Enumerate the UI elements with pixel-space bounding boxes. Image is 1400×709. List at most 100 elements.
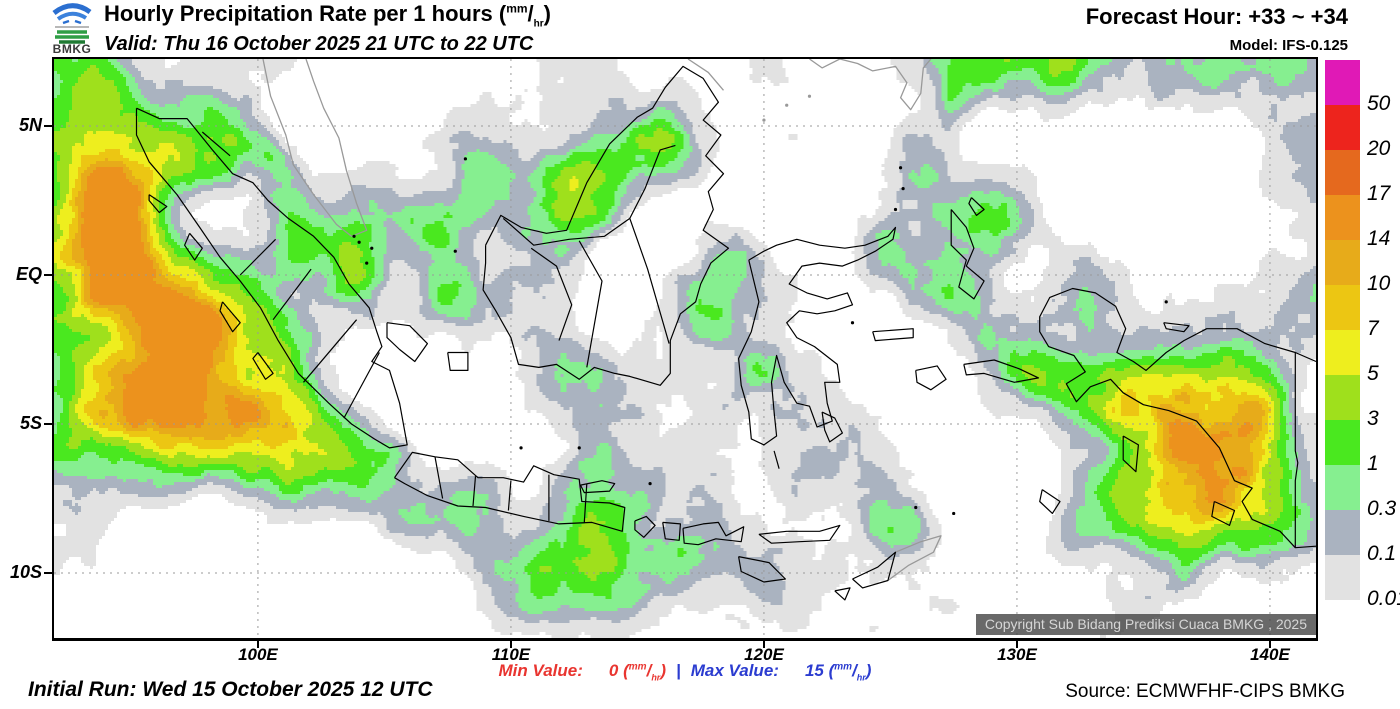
colorbar-label: 20 <box>1367 137 1391 160</box>
coastline <box>773 450 780 469</box>
coastline <box>1122 435 1140 473</box>
lon-label: 100E <box>238 645 278 664</box>
coastline <box>578 240 603 368</box>
minmax-separator: | <box>675 661 681 680</box>
lon-tick <box>762 640 765 648</box>
colorbar-swatch <box>1325 240 1360 285</box>
lat-label: 5N <box>18 115 42 136</box>
small-island <box>785 103 789 107</box>
small-island <box>952 511 956 516</box>
colorbar-swatch <box>1325 105 1360 150</box>
coastline <box>662 521 682 541</box>
small-island <box>1164 300 1168 304</box>
small-island <box>914 505 918 510</box>
header-titles: Hourly Precipitation Rate per 1 hours (m… <box>104 1 551 56</box>
colorbar-swatch <box>1325 555 1360 600</box>
coastline <box>629 218 670 344</box>
colorbar-swatch <box>1325 420 1360 465</box>
colorbar-label: 0.1 <box>1367 542 1397 565</box>
coastline <box>252 352 274 380</box>
coastline <box>184 232 203 261</box>
coastline <box>583 483 588 523</box>
max-value: 15 (mm/hr) <box>804 661 872 683</box>
lon-label: 120E <box>744 645 784 664</box>
colorbar-swatch <box>1325 330 1360 375</box>
small-island <box>901 187 905 191</box>
lat-tick <box>44 423 52 426</box>
coastlines-overlay <box>54 59 1316 638</box>
coastline <box>809 59 932 111</box>
small-island <box>365 261 369 265</box>
bmkg-logo: BMKG <box>44 1 100 57</box>
copyright-badge: Copyright Sub Bidang Prediksi Cuaca BMKG… <box>975 614 1316 635</box>
minmax-line: Min Value: 0 (mm/hr) | Max Value: 15 (mm/hr) <box>15 661 1355 682</box>
coastline <box>834 587 851 601</box>
colorbar-label: 50 <box>1367 92 1391 115</box>
title-unit-denominator: hr <box>533 18 544 30</box>
model-label: Model: IFS-0.125 <box>1229 37 1348 54</box>
coastline <box>1039 489 1061 514</box>
title-unit-numerator: mm <box>506 1 528 16</box>
lon-label: 130E <box>997 645 1037 664</box>
lon-label: 110E <box>491 645 531 664</box>
colorbar-label: 14 <box>1367 227 1391 250</box>
colorbar-swatch <box>1325 285 1360 330</box>
coastline <box>262 59 368 237</box>
coastline <box>272 268 312 321</box>
coastline <box>502 144 676 246</box>
lat-tick <box>44 274 52 277</box>
coastline <box>963 359 1040 383</box>
colorbar-label: 10 <box>1367 272 1391 295</box>
coastline <box>687 59 724 91</box>
lat-tick <box>44 125 52 128</box>
lon-label: 140E <box>1250 645 1290 664</box>
coastline <box>1211 500 1236 526</box>
small-island <box>762 118 766 122</box>
lat-label: EQ <box>15 264 42 285</box>
small-island <box>893 207 898 212</box>
forecast-hour: Forecast Hour: +33 ~ +34 <box>1085 4 1348 29</box>
colorbar-swatch <box>1325 60 1360 105</box>
coastline <box>634 515 656 538</box>
coastline <box>530 247 573 341</box>
bmkg-logo-icon <box>52 3 92 44</box>
small-island <box>648 482 652 486</box>
bmkg-logo-text: BMKG <box>52 42 92 56</box>
coastline <box>852 551 897 589</box>
coastline <box>135 107 408 449</box>
coastline <box>201 131 231 157</box>
coastline <box>482 65 730 386</box>
coastline <box>434 456 444 499</box>
source-label: Source: ECMWFHF-CIPS BMKG <box>1065 681 1345 702</box>
coastline <box>343 352 380 419</box>
small-island <box>352 234 356 238</box>
coastline <box>682 521 745 546</box>
coastline <box>738 556 787 583</box>
coastline <box>219 301 241 333</box>
small-island <box>519 446 523 450</box>
min-value-label: Min Value: <box>498 661 583 680</box>
coastline <box>386 322 428 363</box>
lat-label: 5S <box>19 413 42 434</box>
small-island <box>898 166 903 170</box>
small-island <box>463 157 467 161</box>
page-title: Hourly Precipitation Rate per 1 hours (m… <box>104 1 551 30</box>
lat-tick <box>44 572 52 575</box>
lon-tick <box>1015 640 1018 648</box>
lon-tick <box>256 640 259 648</box>
colorbar-swatch <box>1325 195 1360 240</box>
precipitation-field-canvas <box>54 59 1316 638</box>
coastline <box>1294 352 1299 548</box>
colorbar-label: 5 <box>1367 362 1379 385</box>
coastline <box>968 197 985 216</box>
colorbar-swatch <box>1325 150 1360 195</box>
colorbar-label: 17 <box>1367 182 1391 205</box>
small-island <box>807 94 812 98</box>
small-island <box>850 321 855 325</box>
max-value-label: Max Value: <box>690 661 779 680</box>
lon-tick <box>509 640 512 648</box>
colorbar-swatch <box>1325 510 1360 555</box>
lat-label: 10S <box>9 562 42 583</box>
small-island <box>357 240 361 244</box>
